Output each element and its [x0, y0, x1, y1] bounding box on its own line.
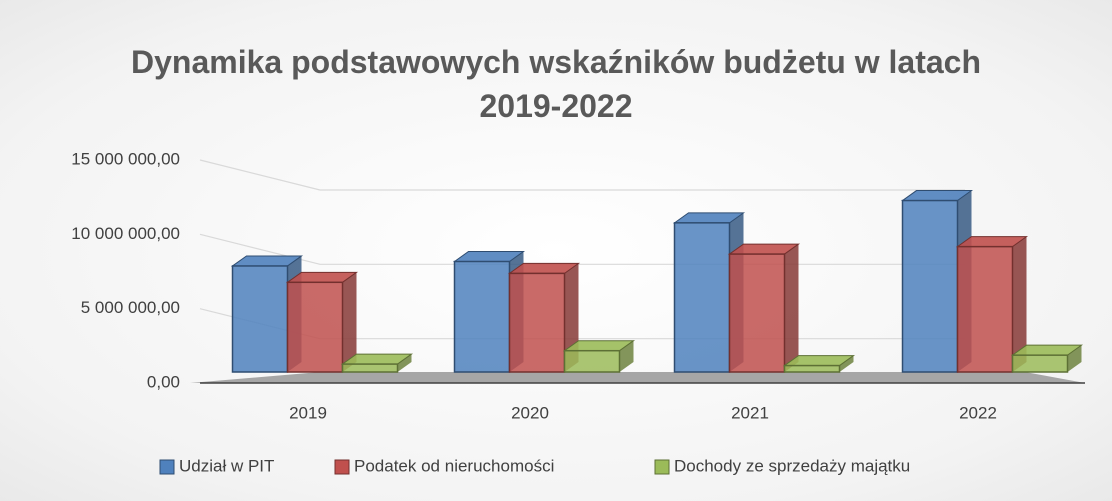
bar [286, 281, 344, 373]
bar [453, 260, 511, 373]
bar [231, 265, 289, 373]
bar-side [342, 272, 357, 372]
bar [956, 245, 1014, 373]
legend-label: Dochody ze sprzedaży majątku [674, 456, 910, 475]
y-tick-label: 5 000 000,00 [81, 298, 180, 317]
legend-swatch [159, 459, 175, 475]
bar [673, 222, 731, 373]
bar-side [839, 355, 854, 372]
chart-title: Dynamika podstawowych wskaźników budżetu… [131, 44, 981, 124]
legend-label: Podatek od nieruchomości [354, 456, 554, 475]
grid-line [199, 233, 965, 265]
bar [728, 253, 786, 373]
bar [901, 199, 959, 373]
bar-side [784, 244, 799, 372]
legend-swatch [654, 459, 670, 475]
bar [341, 363, 399, 373]
bar [1011, 354, 1069, 373]
x-tick-label: 2022 [959, 403, 997, 422]
y-tick-label: 15 000 000,00 [71, 149, 180, 168]
x-tick-label: 2020 [511, 403, 549, 422]
legend-label: Udział w PIT [179, 456, 274, 475]
legend-swatch [334, 459, 350, 475]
x-tick-label: 2019 [289, 403, 327, 422]
grid-line [199, 159, 965, 191]
bar-side [1067, 345, 1082, 372]
bar [783, 364, 841, 373]
bar-side [1012, 236, 1027, 372]
floor [190, 372, 1085, 383]
y-tick-label: 10 000 000,00 [71, 224, 180, 243]
bar-side [397, 354, 412, 372]
bar [508, 272, 566, 373]
x-tick-label: 2021 [731, 403, 769, 422]
y-tick-label: 0,00 [147, 372, 180, 391]
bar [563, 349, 621, 373]
